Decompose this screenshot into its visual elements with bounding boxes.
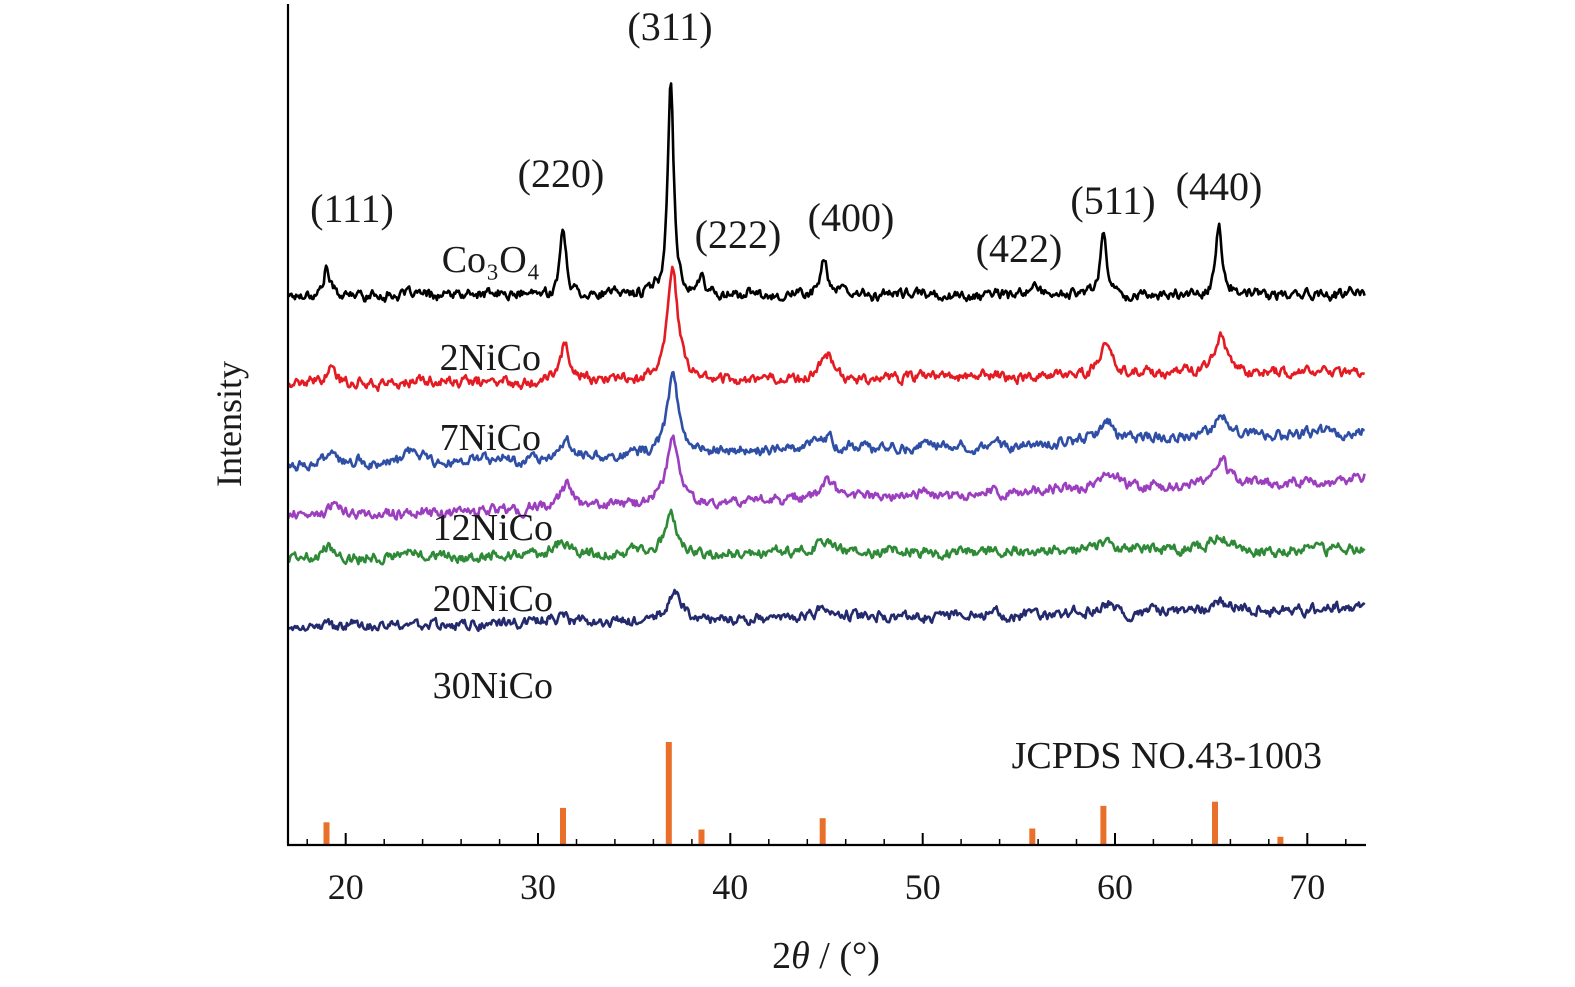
reference-bar [665, 742, 672, 845]
x-axis-label: 2θ / (°) [772, 935, 880, 977]
peak-labels: (111) (220) (311) (222) (400) (422)(511) (440) [310, 4, 1262, 271]
peak-label: (220) [518, 151, 605, 196]
reference-bar [819, 818, 826, 845]
series-label-20nico: 20NiCo [433, 578, 553, 620]
y-axis-label: Intensity [209, 361, 249, 487]
peak-label: (440) [1176, 164, 1263, 209]
reference-bar [323, 822, 330, 845]
reference-bar [1029, 828, 1036, 845]
reference-bar [1100, 805, 1107, 845]
x-tick-label: 40 [712, 867, 748, 907]
series-line-7nico [286, 370, 1365, 472]
x-ticks: 20 30 40 50 60 70 [306, 833, 1347, 907]
axes [286, 4, 1366, 847]
reference-bars [323, 742, 1284, 845]
series-label-12nico: 12NiCo [433, 507, 553, 549]
series-label-co3o4: Co₃O₄ [442, 239, 540, 281]
series-label-7nico: 7NiCo [440, 417, 541, 459]
peak-label: (400) [808, 195, 895, 240]
x-tick-label: 60 [1097, 867, 1133, 907]
x-tick-label: 70 [1289, 867, 1325, 907]
peak-label: (111) [310, 186, 394, 231]
reference-bar [560, 807, 566, 845]
peak-label: (222) [695, 212, 782, 257]
series-line-12nico [286, 434, 1366, 521]
reference-bar [1277, 836, 1284, 845]
series-label-2nico: 2NiCo [440, 337, 541, 379]
series-line-2nico [287, 265, 1366, 393]
series-lines [286, 82, 1366, 633]
series-line-30nico [287, 588, 1366, 633]
peak-label: (311) [627, 4, 712, 49]
x-tick-label: 20 [328, 867, 364, 907]
peak-label: (422) [976, 226, 1063, 271]
reference-bar [1212, 801, 1218, 845]
x-tick-label: 50 [905, 867, 941, 907]
reference-label: JCPDS NO.43-1003 [1012, 735, 1322, 777]
x-tick-label: 30 [520, 867, 556, 907]
series-line-co3o4 [287, 82, 1366, 303]
peak-label: (511) [1070, 178, 1155, 223]
series-labels: Co₃O₄ 2NiCo 7NiCo 12NiCo 20NiCo 30NiCo [433, 239, 553, 707]
reference-bar [698, 829, 705, 845]
series-label-30nico: 30NiCo [433, 665, 553, 707]
series-line-20nico [286, 508, 1366, 566]
